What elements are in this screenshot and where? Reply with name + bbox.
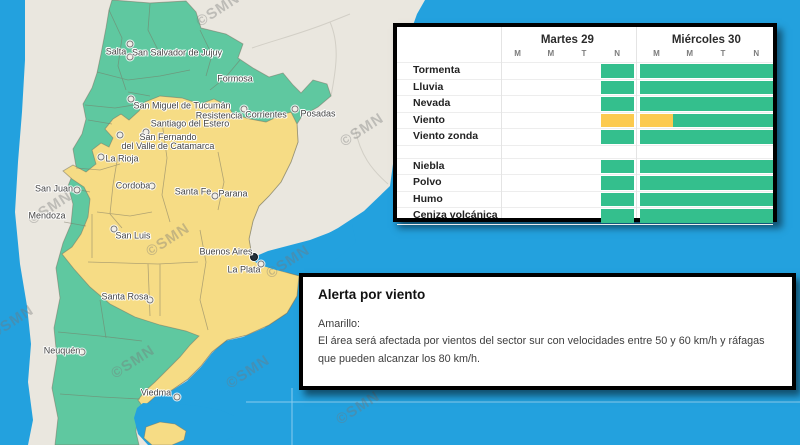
alert-cell-green [639, 130, 773, 144]
table-row: Viento [397, 113, 773, 129]
alert-cell-green [639, 209, 773, 223]
alert-description: El área será afectada por vientos del se… [318, 335, 765, 365]
alert-cell-green [673, 113, 773, 127]
alert-detail-panel: Alerta por viento Amarillo: El área será… [299, 273, 796, 390]
table-row: Nevada [397, 96, 773, 113]
table-divider [501, 27, 502, 218]
phenomenon-label: Humo [413, 192, 443, 205]
peninsula-valdes [143, 421, 187, 445]
table-row: Viento zonda [397, 129, 773, 146]
time-col-label: T [581, 49, 587, 58]
phenomenon-label: Viento zonda [413, 130, 479, 142]
alert-cell-green [600, 130, 634, 144]
time-col-label: T [720, 49, 726, 58]
alert-cell-green [600, 159, 634, 173]
alert-cell-green [600, 97, 634, 111]
alert-cell-green [639, 176, 773, 190]
alert-cell-green [639, 80, 773, 94]
table-row: Ceniza volcánica [397, 208, 773, 225]
table-row: Polvo [397, 175, 773, 192]
table-row: Niebla [397, 159, 773, 175]
table-group-spacer [397, 146, 773, 159]
time-col-label: M [686, 49, 694, 58]
alert-severity-label: Amarillo: [318, 318, 360, 330]
alert-title: Alerta por viento [318, 287, 426, 302]
alert-cell-green [600, 64, 634, 78]
alert-cell-green [600, 209, 634, 223]
day-header: Martes 29 [540, 34, 594, 46]
rio-de-la-plata [252, 224, 356, 274]
alert-cell-green [639, 192, 773, 206]
phenomenon-label: Polvo [413, 176, 442, 188]
time-col-label: M [514, 49, 521, 58]
alert-cell-green [639, 159, 773, 173]
table-row: Lluvia [397, 80, 773, 96]
phenomenon-label: Viento [413, 113, 445, 126]
phenomenon-label: Lluvia [413, 80, 444, 93]
time-col-label: N [753, 49, 760, 58]
alert-cell-yellow [639, 113, 674, 127]
table-day-header-row: Martes 29 Miércoles 30 [397, 33, 773, 48]
alert-timeline-table: Martes 29 Miércoles 30 M M T N M M T N Tormenta Llu… [393, 23, 777, 225]
phenomenon-label: Nevada [413, 97, 451, 109]
alert-cell-green [600, 176, 634, 190]
time-col-label: M [547, 49, 555, 58]
graticule-lines [246, 388, 800, 445]
time-col-label: M [653, 49, 660, 58]
alert-cell-yellow [600, 113, 634, 127]
table-divider [636, 27, 637, 218]
phenomenon-label: Niebla [413, 159, 445, 172]
alert-cell-green [639, 64, 773, 78]
table-row: Humo [397, 192, 773, 208]
country-borders [251, 13, 389, 185]
table-row: Tormenta [397, 63, 773, 80]
phenomenon-label: Tormenta [413, 64, 461, 76]
alert-cell-green [600, 192, 634, 206]
day-header: Miércoles 30 [671, 34, 741, 46]
province-borders [57, 3, 241, 400]
alert-cell-green [600, 80, 634, 94]
phenomenon-label: Ceniza volcánica [413, 209, 498, 221]
spacer-cell [397, 33, 501, 48]
time-col-label: N [614, 49, 621, 58]
alert-cell-green [639, 97, 773, 111]
